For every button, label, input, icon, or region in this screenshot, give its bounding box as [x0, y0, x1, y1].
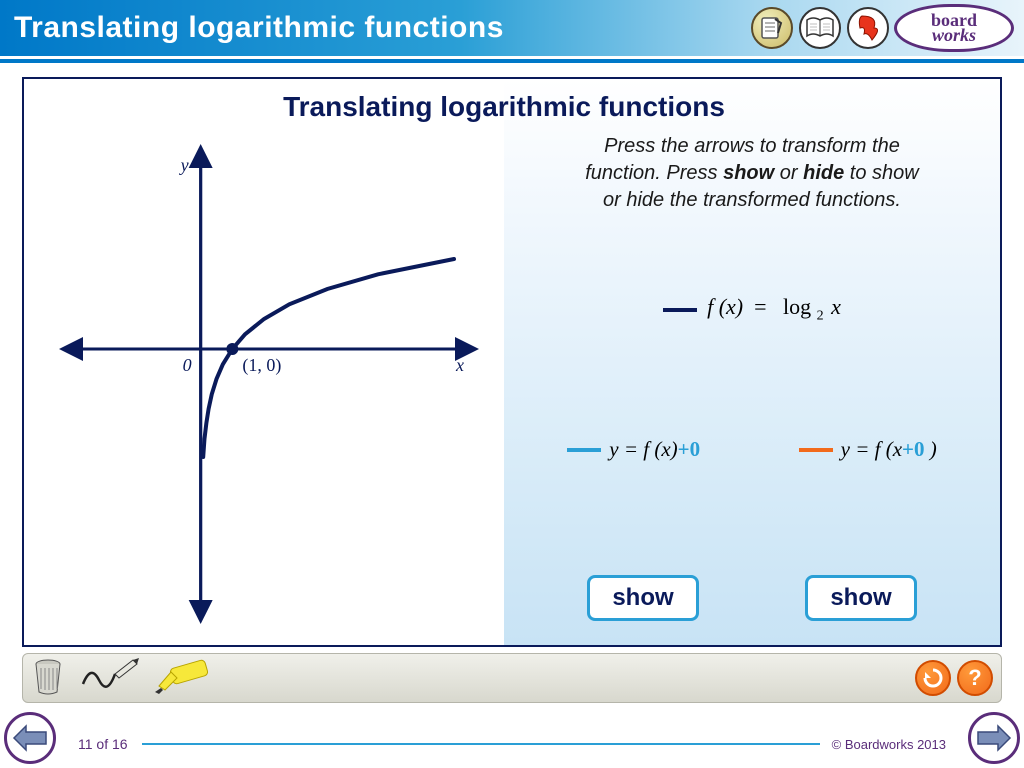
page-number: 11 of 16: [78, 736, 142, 752]
divider-line: [142, 743, 820, 745]
trash-icon[interactable]: [31, 656, 65, 701]
translate-y: y = f (x)+0: [567, 437, 700, 462]
legend-swatch-blue: [567, 448, 601, 452]
svg-text:0: 0: [183, 355, 192, 375]
header-icon-row: boardworks: [750, 4, 1014, 52]
svg-text:(1, 0): (1, 0): [242, 355, 281, 376]
svg-text:x: x: [455, 355, 464, 375]
log-graph: 0 (1, 0) x y: [34, 139, 494, 639]
tool-bar: ?: [22, 653, 1002, 703]
header-bar: Translating logarithmic functions boardw…: [0, 0, 1024, 56]
controls-pane: Press the arrows to transform the functi…: [504, 79, 1000, 645]
boardworks-logo: boardworks: [894, 4, 1014, 52]
translation-row: y = f (x)+0 y = f (x+0 ): [504, 437, 1000, 462]
graph-pane: Translating logarithmic functions 0(1, 0…: [24, 79, 504, 645]
legend-swatch-orange: [799, 448, 833, 452]
content-title: Translating logarithmic functions: [24, 79, 984, 123]
footer: 11 of 16 © Boardworks 2013: [0, 706, 1024, 768]
help-icon[interactable]: ?: [957, 660, 993, 696]
legend-main: f (x) = log 2 x: [504, 294, 1000, 324]
svg-text:y: y: [179, 155, 189, 175]
prev-arrow[interactable]: [4, 712, 56, 764]
freehand-icon[interactable]: [79, 656, 139, 701]
checklist-icon[interactable]: [750, 6, 794, 50]
flash-icon[interactable]: [846, 6, 890, 50]
legend-swatch-main: [663, 308, 697, 312]
highlighter-icon[interactable]: [153, 658, 209, 699]
book-icon[interactable]: [798, 6, 842, 50]
copyright: © Boardworks 2013: [820, 737, 946, 752]
show-button-x[interactable]: show: [805, 575, 916, 621]
next-arrow[interactable]: [968, 712, 1020, 764]
page-title: Translating logarithmic functions: [14, 11, 504, 45]
show-button-row: show show: [504, 575, 1000, 645]
content-frame: Translating logarithmic functions 0 (1, 0…: [22, 77, 1002, 647]
instruction-text: Press the arrows to transform the functi…: [504, 125, 1000, 214]
translate-x: y = f (x+0 ): [799, 437, 937, 462]
show-button-y[interactable]: show: [587, 575, 698, 621]
page-indicator-line: 11 of 16 © Boardworks 2013: [78, 736, 946, 752]
header-underline: [0, 59, 1024, 63]
reset-icon[interactable]: [915, 660, 951, 696]
